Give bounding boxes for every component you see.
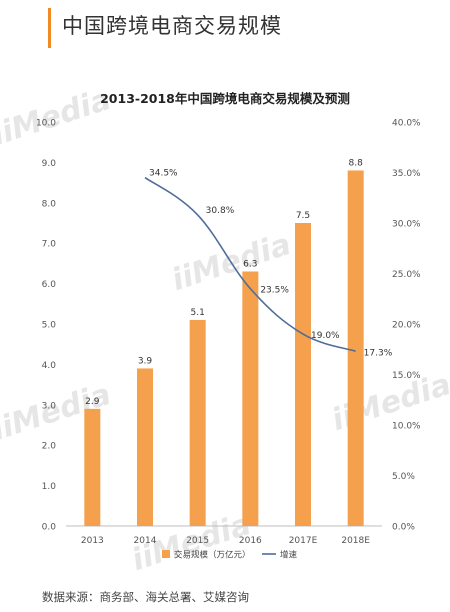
growth-rate-label: 30.8% <box>206 206 235 216</box>
y-right-tick-label: 35.0% <box>392 169 421 179</box>
y-left-tick-label: 9.0 <box>42 159 57 169</box>
growth-rate-label: 23.5% <box>260 286 289 296</box>
bar-value-label: 6.3 <box>243 259 257 269</box>
bar-value-label: 5.1 <box>191 308 205 318</box>
bar-value-label: 3.9 <box>138 356 153 366</box>
x-tick-label: 2014 <box>134 536 157 546</box>
x-tick-label: 2015 <box>186 536 209 546</box>
y-left-tick-label: 8.0 <box>42 199 57 209</box>
bar <box>189 319 206 526</box>
growth-rate-label: 19.0% <box>311 331 340 341</box>
y-left-tick-label: 7.0 <box>42 240 57 250</box>
y-right-tick-label: 15.0% <box>392 371 421 381</box>
title-accent-bar <box>48 8 51 48</box>
bar-value-label: 7.5 <box>296 211 310 221</box>
bar <box>137 368 153 526</box>
x-tick-label: 2016 <box>239 536 262 546</box>
y-left-tick-label: 4.0 <box>42 361 57 371</box>
y-left-tick-label: 6.0 <box>42 280 57 290</box>
legend-line-label: 增速 <box>280 550 298 561</box>
y-right-tick-label: 25.0% <box>392 270 421 280</box>
y-left-tick-label: 1.0 <box>42 482 57 492</box>
y-left-tick-label: 0.0 <box>42 523 57 533</box>
bar <box>84 408 101 526</box>
y-left-tick-label: 2.0 <box>42 442 57 452</box>
page-title: 中国跨境电商交易规模 <box>62 14 282 38</box>
x-tick-label: 2018E <box>341 536 370 546</box>
x-tick-label: 2013 <box>81 536 104 546</box>
data-source-note: 数据来源：商务部、海关总署、艾媒咨询 <box>42 590 249 604</box>
y-right-tick-label: 20.0% <box>392 321 421 331</box>
x-tick-label: 2017E <box>289 536 318 546</box>
y-left-tick-label: 10.0 <box>36 119 56 129</box>
y-left-tick-label: 5.0 <box>42 321 57 331</box>
chart-title: 2013-2018年中国跨境电商交易规模及预测 <box>100 91 350 106</box>
growth-rate-line <box>144 176 356 353</box>
y-right-tick-label: 0.0% <box>392 523 415 533</box>
y-right-tick-label: 40.0% <box>392 119 421 129</box>
bar <box>347 170 364 527</box>
bar <box>242 271 259 526</box>
legend-bar-swatch <box>162 550 170 558</box>
y-right-tick-label: 5.0% <box>392 472 415 482</box>
growth-rate-label: 17.3% <box>364 348 393 358</box>
bar-value-label: 8.8 <box>349 158 364 168</box>
y-left-tick-label: 3.0 <box>42 401 57 411</box>
bar <box>295 223 311 526</box>
y-right-tick-label: 30.0% <box>392 220 421 230</box>
y-right-tick-label: 10.0% <box>392 422 421 432</box>
growth-rate-label: 34.5% <box>149 169 178 179</box>
bar-value-label: 2.9 <box>85 397 100 407</box>
legend-bar-label: 交易规模（万亿元） <box>174 550 251 561</box>
